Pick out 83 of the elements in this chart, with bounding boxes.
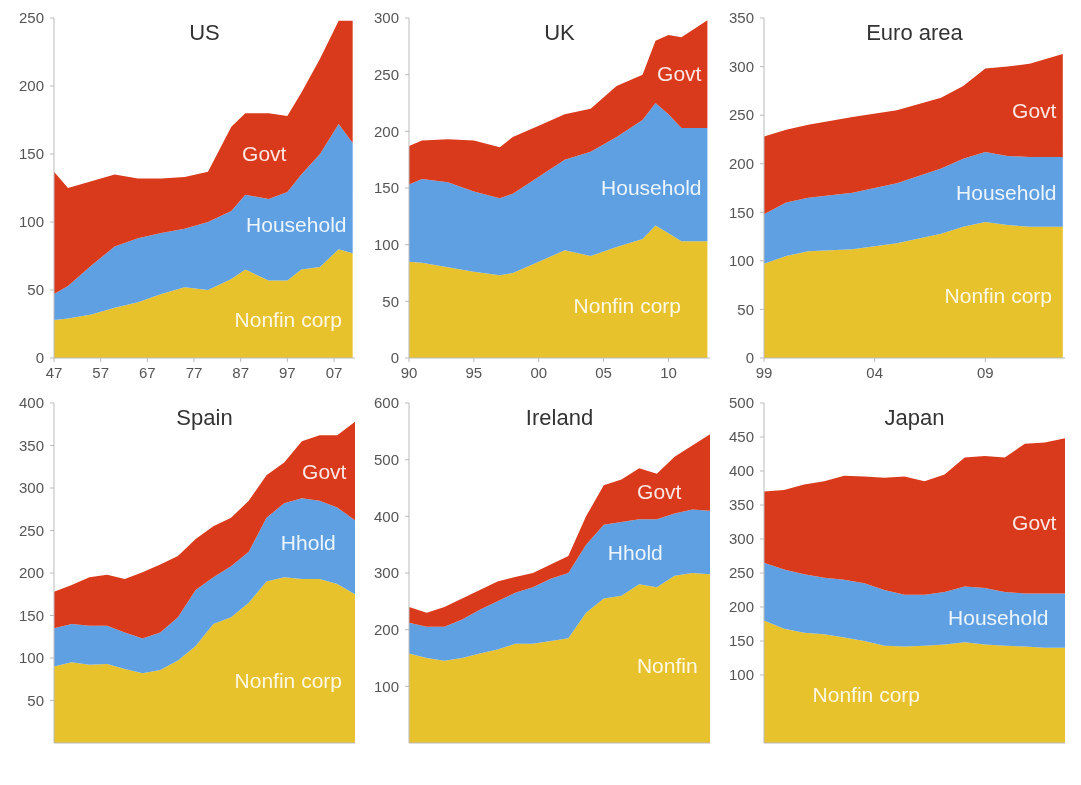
x-tick-label: 87 (232, 364, 250, 381)
y-tick-label: 500 (728, 394, 754, 412)
y-tick-label: 150 (373, 179, 399, 197)
series-label: Govt (657, 62, 702, 86)
series-label: Nonfin corp (944, 284, 1052, 308)
x-tick-label: 04 (866, 364, 884, 381)
y-tick-label: 150 (728, 632, 754, 650)
y-tick-label: 150 (18, 145, 44, 163)
series-label: Govt (1012, 99, 1057, 123)
x-tick-label: 47 (45, 364, 63, 381)
y-tick-label: 100 (18, 213, 44, 231)
y-tick-label: 100 (373, 677, 399, 695)
y-tick-label: 100 (728, 252, 754, 270)
y-tick-label: 0 (745, 349, 754, 367)
y-tick-label: 100 (18, 649, 44, 667)
series-label: Hhold (280, 530, 336, 554)
y-tick-label: 250 (728, 106, 754, 124)
series-label: Govt (637, 479, 682, 503)
y-tick-label: 100 (728, 666, 754, 684)
series-label: Household (246, 212, 347, 236)
y-tick-label: 200 (373, 122, 399, 140)
x-tick-label: 97 (278, 364, 296, 381)
y-tick-label: 100 (373, 235, 399, 253)
y-tick-label: 150 (18, 606, 44, 624)
series-label: Nonfin corp (573, 293, 681, 317)
series-label: Hhold (607, 541, 663, 565)
series-label: Govt (302, 459, 347, 483)
y-tick-label: 200 (373, 620, 399, 638)
y-tick-label: 50 (382, 292, 399, 310)
x-tick-label: 90 (400, 364, 418, 381)
series-label: Nonfin (636, 654, 698, 678)
y-tick-label: 300 (728, 57, 754, 75)
y-tick-label: 350 (728, 496, 754, 514)
y-tick-label: 250 (18, 521, 44, 539)
y-tick-label: 50 (737, 300, 754, 318)
y-tick-label: 0 (390, 349, 399, 367)
x-tick-label: 07 (325, 364, 343, 381)
y-tick-label: 600 (373, 394, 399, 412)
y-tick-label: 350 (728, 9, 754, 27)
x-tick-label: 95 (465, 364, 483, 381)
x-tick-label: 57 (92, 364, 110, 381)
y-tick-label: 200 (728, 598, 754, 616)
x-tick-label: 09 (976, 364, 994, 381)
chart-title: Spain (176, 405, 233, 430)
y-tick-label: 350 (18, 436, 44, 454)
x-tick-label: 67 (138, 364, 156, 381)
x-tick-label: 05 (595, 364, 612, 381)
y-tick-label: 300 (373, 9, 399, 27)
series-label: Govt (242, 142, 287, 166)
x-tick-label: 10 (660, 364, 677, 381)
y-tick-label: 450 (728, 428, 754, 446)
y-tick-label: 50 (27, 691, 44, 709)
chart-title: Euro area (866, 20, 964, 45)
series-label: Household (948, 606, 1049, 630)
x-tick-label: 00 (530, 364, 548, 381)
series-label: Govt (1012, 511, 1057, 535)
series-label: Nonfin corp (812, 682, 920, 706)
y-tick-label: 300 (728, 530, 754, 548)
y-tick-label: 250 (18, 9, 44, 27)
y-tick-label: 250 (728, 564, 754, 582)
chart-title: Ireland (525, 405, 594, 430)
y-tick-label: 150 (728, 203, 754, 221)
y-tick-label: 400 (18, 394, 44, 412)
y-tick-label: 200 (18, 77, 44, 95)
y-tick-label: 300 (373, 564, 399, 582)
y-tick-label: 200 (728, 154, 754, 172)
y-tick-label: 400 (373, 507, 399, 525)
series-label: Household (956, 180, 1057, 204)
x-tick-label: 99 (755, 364, 773, 381)
y-tick-label: 500 (373, 450, 399, 468)
y-tick-label: 400 (728, 462, 754, 480)
series-label: Nonfin corp (234, 668, 342, 692)
series-label: Nonfin corp (234, 307, 342, 331)
chart-title: UK (544, 20, 576, 45)
chart-title: Japan (884, 405, 945, 430)
series-label: Household (601, 176, 702, 200)
y-tick-label: 250 (373, 65, 399, 83)
y-tick-label: 0 (35, 349, 44, 367)
y-tick-label: 200 (18, 564, 44, 582)
y-tick-label: 50 (27, 281, 44, 299)
x-tick-label: 77 (185, 364, 203, 381)
y-tick-label: 300 (18, 479, 44, 497)
chart-title: US (189, 20, 220, 45)
